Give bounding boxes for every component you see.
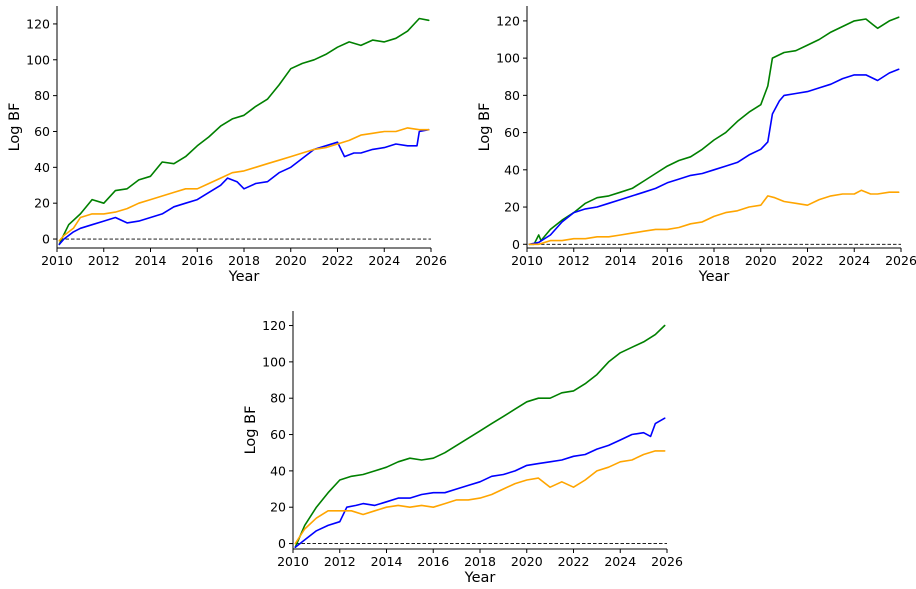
x-tick-label: 2026 [651,554,683,569]
series-line-1 [58,128,430,246]
y-tick-label: 20 [270,500,286,515]
x-tick-label: 2018 [698,253,730,268]
x-tick-label: 2024 [838,253,870,268]
x-tick-label: 2022 [558,554,590,569]
x-tick-label: 2018 [228,253,260,268]
y-tick-label: 80 [270,391,286,406]
x-tick-label: 2016 [417,554,449,569]
chart-bottom: 0 20 40 60 80 100 120 2010 2012 2014 2016 2018 2020 2… [243,311,683,586]
x-tick-label: 2010 [41,253,73,268]
series-line-2 [294,450,666,545]
series-line-2 [528,189,900,246]
y-tick-label: 60 [270,427,286,442]
series-line-1 [528,68,900,246]
x-tick-label: 2014 [135,253,167,268]
x-tick-label: 2022 [322,253,354,268]
y-tick-label: 20 [504,200,520,215]
x-tick-label: 2016 [181,253,213,268]
x-tick-label: 2026 [415,253,447,268]
x-axis-label: Year [464,570,496,586]
y-axis-label: Log BF [7,103,23,152]
y-tick-label: 100 [26,52,50,67]
y-tick-label: 0 [278,536,286,551]
series-line-0 [58,17,430,246]
x-tick-label: 2014 [605,253,637,268]
y-axis-label: Log BF [243,406,259,455]
y-tick-label: 60 [504,125,520,140]
x-tick-label: 2026 [885,253,916,268]
y-tick-label: 80 [504,88,520,103]
x-tick-label: 2012 [324,554,356,569]
y-tick-label: 20 [34,196,50,211]
y-tick-label: 40 [504,162,520,177]
x-tick-label: 2024 [604,554,636,569]
series-line-0 [528,16,900,246]
y-tick-label: 60 [34,124,50,139]
series-line-2 [58,127,430,242]
chart-top-right: 0 20 40 60 80 100 120 2010 2012 2014 2016 2018 2020 2… [477,6,916,285]
series-line-0 [294,324,666,548]
y-tick-label: 120 [262,318,286,333]
x-tick-label: 2010 [277,554,309,569]
y-tick-label: 0 [42,232,50,247]
y-tick-label: 80 [34,88,50,103]
x-axis-label: Year [228,269,260,285]
x-tick-label: 2012 [88,253,120,268]
y-tick-label: 100 [262,354,286,369]
y-axis-label: Log BF [477,103,493,152]
y-tick-label: 100 [496,51,520,66]
y-tick-label: 40 [34,160,50,175]
x-tick-label: 2020 [511,554,543,569]
x-tick-label: 2010 [511,253,543,268]
x-tick-label: 2014 [371,554,403,569]
y-tick-label: 0 [512,237,520,252]
y-tick-label: 120 [496,13,520,28]
x-tick-label: 2020 [745,253,777,268]
x-tick-label: 2012 [558,253,590,268]
x-tick-label: 2020 [275,253,307,268]
x-tick-label: 2022 [792,253,824,268]
chart-top-left: 0 20 40 60 80 100 120 2010 2012 2014 2016 2018 2020 2… [7,6,447,285]
y-tick-label: 120 [26,16,50,31]
x-tick-label: 2016 [651,253,683,268]
y-tick-label: 40 [270,463,286,478]
x-tick-label: 2024 [368,253,400,268]
x-tick-label: 2018 [464,554,496,569]
series-line-1 [294,417,666,548]
x-axis-label: Year [698,269,730,285]
